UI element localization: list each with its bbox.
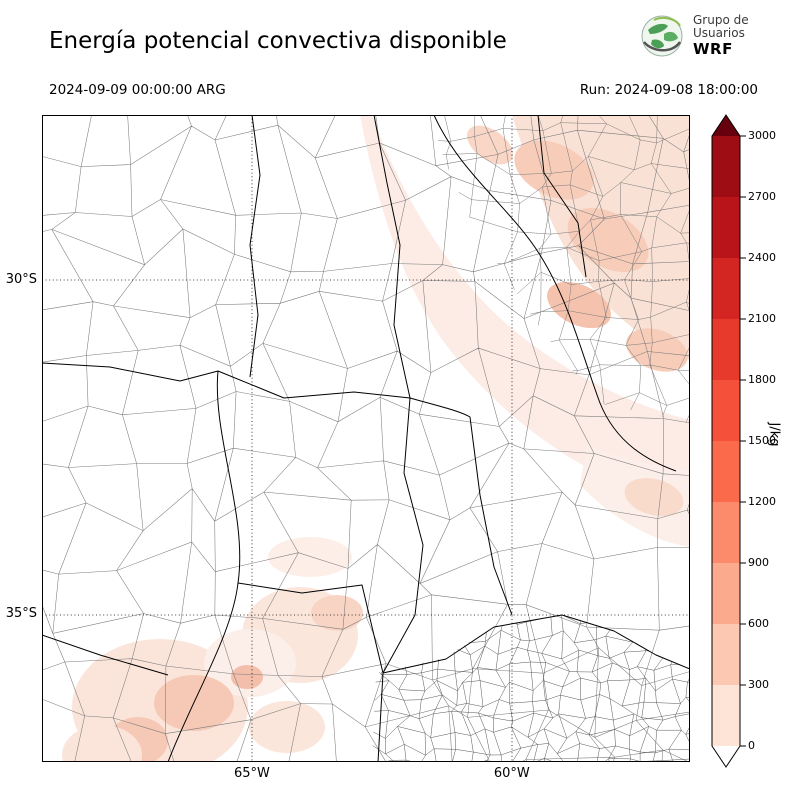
logo-line-1: Grupo de xyxy=(693,12,749,27)
plot-title: Energía potencial convectiva disponible xyxy=(49,28,507,54)
logo-line-2: Usuarios xyxy=(693,26,745,41)
colorbar-tick-label: 2700 xyxy=(748,190,776,203)
colorbar-tick-label: 300 xyxy=(748,678,769,691)
map-svg xyxy=(0,74,766,800)
wrf-logo-text: Grupo de Usuarios WRF xyxy=(693,12,749,59)
colorbar-tick-label: 900 xyxy=(748,556,769,569)
colorbar-unit-label: J/kg xyxy=(766,422,782,447)
colorbar xyxy=(711,114,746,768)
grid-lines-layer xyxy=(42,115,690,762)
run-time-label: Run: 2024-09-08 18:00:00 xyxy=(579,82,758,98)
map-area xyxy=(0,74,766,800)
globe-icon xyxy=(641,15,683,57)
valid-time-label: 2024-09-09 00:00:00 ARG xyxy=(49,82,226,98)
x-tick-label: 65°W xyxy=(233,766,270,781)
map-frame xyxy=(42,115,690,762)
wrf-logo: Grupo de Usuarios WRF xyxy=(638,12,749,60)
x-tick-label: 60°W xyxy=(493,766,530,781)
logo-wrf-label: WRF xyxy=(693,40,733,59)
colorbar-tick-label: 1200 xyxy=(748,495,776,508)
y-tick-label: 35°S xyxy=(5,606,37,622)
colorbar-tick-label: 0 xyxy=(748,739,755,752)
colorbar-tick-label: 2100 xyxy=(748,312,776,325)
colorbar-tick-label: 1800 xyxy=(748,373,776,386)
colorbar-tick-label: 1500 xyxy=(748,434,776,447)
province-boundaries-layer xyxy=(41,114,691,763)
colorbar-tick-label: 2400 xyxy=(748,251,776,264)
colorbar-tick-label: 3000 xyxy=(748,129,776,142)
colorbar-tick-label: 600 xyxy=(748,617,769,630)
y-tick-label: 30°S xyxy=(5,271,37,287)
